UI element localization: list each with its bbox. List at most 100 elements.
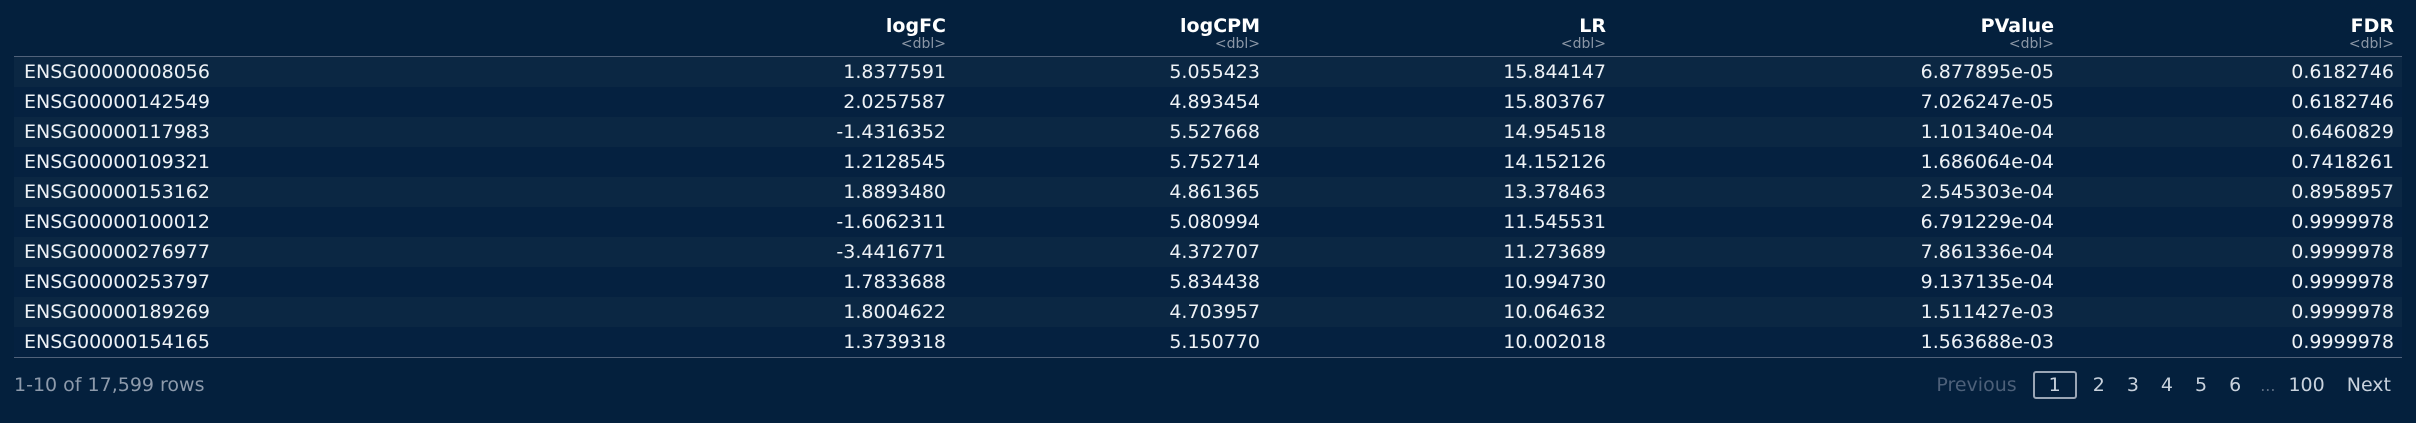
table-cell: 4.703957	[954, 297, 1268, 327]
table-cell: 1.7833688	[314, 267, 954, 297]
table-cell: 0.7418261	[2062, 147, 2402, 177]
table-cell: 6.791229e-04	[1614, 207, 2062, 237]
table-cell: 1.8893480	[314, 177, 954, 207]
table-cell: 0.9999978	[2062, 207, 2402, 237]
column-name: PValue	[1980, 15, 2054, 37]
row-name-cell: ENSG00000142549	[14, 87, 314, 117]
table-row: ENSG00000100012 -1.6062311 5.080994 11.5455…	[14, 207, 2402, 237]
table-cell: 15.844147	[1268, 56, 1614, 87]
table-row: ENSG00000109321 1.2128545 5.752714 14.15212…	[14, 147, 2402, 177]
table-cell: 1.563688e-03	[1614, 327, 2062, 358]
table-cell: 14.954518	[1268, 117, 1614, 147]
table-row: ENSG00000008056 1.8377591 5.055423 15.84414…	[14, 56, 2402, 87]
page-ellipsis: ...	[2260, 375, 2276, 395]
table-cell: 0.6182746	[2062, 56, 2402, 87]
table-cell: 1.8377591	[314, 56, 954, 87]
column-header-logfc[interactable]: logFC <dbl>	[314, 0, 954, 57]
column-header-pvalue[interactable]: PValue <dbl>	[1614, 0, 2062, 57]
table-cell: 10.002018	[1268, 327, 1614, 358]
table-cell: 4.372707	[954, 237, 1268, 267]
page-button-5[interactable]: 5	[2195, 374, 2208, 396]
table-row: ENSG00000154165 1.3739318 5.150770 10.00201…	[14, 327, 2402, 358]
column-type: <dbl>	[2008, 36, 2054, 52]
column-name: FDR	[2350, 15, 2394, 37]
row-name-cell: ENSG00000109321	[14, 147, 314, 177]
previous-page-button[interactable]: Previous	[1936, 374, 2017, 396]
table-cell: 5.080994	[954, 207, 1268, 237]
table-cell: 1.2128545	[314, 147, 954, 177]
next-page-button[interactable]: Next	[2346, 374, 2391, 396]
table-cell: 9.137135e-04	[1614, 267, 2062, 297]
column-name: logCPM	[1180, 15, 1260, 37]
page-button-6[interactable]: 6	[2229, 374, 2242, 396]
table-cell: 1.8004622	[314, 297, 954, 327]
table-cell: 0.6182746	[2062, 87, 2402, 117]
row-name-cell: ENSG00000117983	[14, 117, 314, 147]
table-header-row: logFC <dbl> logCPM <dbl> LR <dbl> PValue…	[14, 0, 2402, 57]
pagination: Previous 1 2 3 4 5 6 ... 100 Next	[1925, 371, 2402, 399]
table-footer: 1-10 of 17,599 rows Previous 1 2 3 4 5 6…	[14, 365, 2402, 405]
table-cell: -1.4316352	[314, 117, 954, 147]
page-button-2[interactable]: 2	[2092, 374, 2105, 396]
row-name-cell: ENSG00000276977	[14, 237, 314, 267]
table-row: ENSG00000189269 1.8004622 4.703957 10.06463…	[14, 297, 2402, 327]
table-cell: 11.545531	[1268, 207, 1614, 237]
column-name: LR	[1579, 15, 1606, 37]
column-header-rownames	[14, 0, 314, 57]
table-cell: 5.752714	[954, 147, 1268, 177]
row-name-cell: ENSG00000100012	[14, 207, 314, 237]
row-count-info: 1-10 of 17,599 rows	[14, 374, 205, 396]
table-cell: 1.101340e-04	[1614, 117, 2062, 147]
table-cell: 1.3739318	[314, 327, 954, 358]
table-cell: 5.527668	[954, 117, 1268, 147]
table-row: ENSG00000117983 -1.4316352 5.527668 14.9545…	[14, 117, 2402, 147]
page-button-4[interactable]: 4	[2160, 374, 2174, 396]
column-header-logcpm[interactable]: logCPM <dbl>	[954, 0, 1268, 57]
page-button-3[interactable]: 3	[2126, 374, 2139, 396]
table-cell: 4.861365	[954, 177, 1268, 207]
table-cell: 11.273689	[1268, 237, 1614, 267]
table-cell: 5.834438	[954, 267, 1268, 297]
table-cell: 5.055423	[954, 56, 1268, 87]
table-cell: 10.994730	[1268, 267, 1614, 297]
column-name: logFC	[885, 15, 946, 37]
table-cell: 0.9999978	[2062, 267, 2402, 297]
table-body: ENSG00000008056 1.8377591 5.055423 15.84414…	[14, 56, 2402, 358]
table-cell: 5.150770	[954, 327, 1268, 358]
table-row: ENSG00000153162 1.8893480 4.861365 13.37846…	[14, 177, 2402, 207]
row-name-cell: ENSG00000154165	[14, 327, 314, 358]
table-cell: 7.026247e-05	[1614, 87, 2062, 117]
column-type: <dbl>	[900, 36, 946, 52]
table-cell: 2.545303e-04	[1614, 177, 2062, 207]
table-cell: 6.877895e-05	[1614, 56, 2062, 87]
table-cell: 0.8958957	[2062, 177, 2402, 207]
table-row: ENSG00000276977 -3.4416771 4.372707 11.2736…	[14, 237, 2402, 267]
table-cell: 0.9999978	[2062, 297, 2402, 327]
table-cell: 14.152126	[1268, 147, 1614, 177]
table-cell: 1.511427e-03	[1614, 297, 2062, 327]
row-name-cell: ENSG00000008056	[14, 56, 314, 87]
row-name-cell: ENSG00000253797	[14, 267, 314, 297]
table-cell: 13.378463	[1268, 177, 1614, 207]
row-name-cell: ENSG00000153162	[14, 177, 314, 207]
column-header-lr[interactable]: LR <dbl>	[1268, 0, 1614, 57]
table-cell: 7.861336e-04	[1614, 237, 2062, 267]
table-cell: 10.064632	[1268, 297, 1614, 327]
table-cell: 0.9999978	[2062, 237, 2402, 267]
table-cell: -3.4416771	[314, 237, 954, 267]
column-type: <dbl>	[2348, 36, 2394, 52]
table-cell: -1.6062311	[314, 207, 954, 237]
table-cell: 2.0257587	[314, 87, 954, 117]
table-row: ENSG00000253797 1.7833688 5.834438 10.99473…	[14, 267, 2402, 297]
row-name-cell: ENSG00000189269	[14, 297, 314, 327]
table-cell: 0.6460829	[2062, 117, 2402, 147]
data-table: logFC <dbl> logCPM <dbl> LR <dbl> PValue…	[14, 0, 2402, 358]
column-header-fdr[interactable]: FDR <dbl>	[2062, 0, 2402, 57]
page-button-1[interactable]: 1	[2032, 371, 2077, 399]
table-cell: 4.893454	[954, 87, 1268, 117]
table-cell: 0.9999978	[2062, 327, 2402, 358]
page-button-last[interactable]: 100	[2288, 374, 2325, 396]
table-cell: 15.803767	[1268, 87, 1614, 117]
table-row: ENSG00000142549 2.0257587 4.893454 15.80376…	[14, 87, 2402, 117]
